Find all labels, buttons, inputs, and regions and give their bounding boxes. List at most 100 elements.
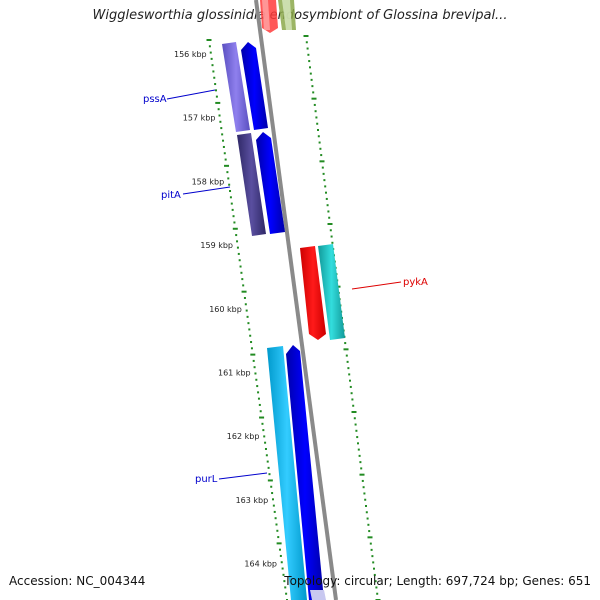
tick-label: 164 kbp bbox=[244, 560, 277, 569]
track-dot bbox=[264, 441, 267, 444]
track-dot bbox=[250, 353, 256, 356]
gene-leader-line bbox=[218, 472, 268, 480]
tick-label: 159 kbp bbox=[200, 241, 233, 250]
track-dot bbox=[239, 265, 242, 268]
cds-feature-purl-pale bbox=[310, 590, 326, 600]
track-dot bbox=[245, 309, 248, 312]
gene-label-pssa[interactable]: pssA bbox=[143, 94, 167, 105]
track-dot bbox=[220, 127, 223, 130]
track-dot bbox=[327, 210, 330, 213]
track-dot bbox=[212, 70, 215, 73]
track-dot bbox=[350, 392, 353, 395]
track-dot bbox=[227, 177, 230, 180]
track-dot bbox=[266, 460, 269, 463]
track-dot bbox=[241, 290, 247, 293]
tick-label: 161 kbp bbox=[218, 369, 251, 378]
gene-label-pita[interactable]: pitA bbox=[161, 190, 181, 201]
track-dot bbox=[224, 158, 227, 161]
track-dot bbox=[309, 72, 312, 75]
track-dot bbox=[351, 398, 354, 401]
track-dot bbox=[209, 51, 212, 54]
track-dot bbox=[252, 359, 255, 362]
track-dot bbox=[257, 397, 260, 400]
gene-label-purl[interactable]: purL bbox=[195, 474, 218, 485]
track-dot bbox=[230, 202, 233, 205]
track-dot bbox=[349, 379, 351, 382]
track-dot bbox=[371, 555, 374, 558]
track-dot bbox=[361, 479, 364, 482]
track-dot bbox=[376, 592, 379, 595]
track-dot bbox=[231, 208, 234, 211]
track-dot bbox=[237, 252, 240, 255]
left-dotted-track bbox=[206, 39, 288, 600]
track-dot bbox=[210, 57, 213, 60]
track-dot bbox=[246, 315, 249, 318]
track-dot bbox=[373, 567, 375, 570]
track-dot bbox=[364, 498, 367, 501]
track-dot bbox=[206, 39, 212, 41]
cds-feature-top-pale bbox=[282, 0, 292, 30]
track-dot bbox=[276, 529, 279, 532]
accession-text: Accession: NC_004344 bbox=[9, 574, 146, 588]
track-dot bbox=[270, 485, 273, 488]
track-dot bbox=[224, 164, 230, 167]
cds-feature-pyka bbox=[300, 246, 326, 340]
track-dot bbox=[272, 504, 275, 507]
track-dot bbox=[258, 403, 261, 406]
track-dot bbox=[348, 373, 351, 376]
track-dot bbox=[242, 284, 245, 287]
track-dot bbox=[353, 417, 356, 420]
cog-feature-pyka bbox=[318, 244, 345, 340]
track-dot bbox=[233, 221, 236, 224]
track-dot bbox=[273, 510, 276, 513]
track-dot bbox=[369, 542, 372, 545]
track-dot bbox=[372, 561, 375, 564]
track-dot bbox=[326, 204, 329, 207]
track-dot bbox=[322, 172, 325, 175]
track-dot bbox=[345, 354, 348, 357]
track-dot bbox=[256, 385, 259, 388]
track-dot bbox=[282, 573, 285, 576]
backbone-line bbox=[254, 0, 338, 600]
track-dot bbox=[240, 271, 243, 274]
track-dot bbox=[271, 498, 274, 501]
track-dot bbox=[346, 360, 349, 363]
track-dot bbox=[208, 45, 211, 48]
track-dot bbox=[327, 223, 333, 225]
track-dot bbox=[317, 135, 320, 138]
track-dot bbox=[265, 454, 268, 457]
track-dot bbox=[232, 227, 238, 230]
track-dot bbox=[359, 473, 365, 476]
track-dot bbox=[306, 47, 309, 50]
track-dot bbox=[264, 447, 267, 450]
track-dot bbox=[219, 120, 222, 123]
track-dot bbox=[257, 391, 260, 394]
track-dot bbox=[250, 341, 253, 344]
track-dot bbox=[373, 573, 376, 576]
track-dot bbox=[223, 152, 226, 155]
track-dot bbox=[215, 101, 221, 104]
track-dot bbox=[354, 423, 357, 426]
track-dot bbox=[275, 523, 278, 526]
track-dot bbox=[255, 378, 258, 381]
track-dot bbox=[366, 517, 369, 520]
track-dot bbox=[315, 116, 318, 119]
track-dot bbox=[368, 530, 371, 533]
track-dot bbox=[259, 410, 262, 413]
track-dot bbox=[305, 41, 308, 44]
track-dot bbox=[228, 183, 231, 186]
track-dot bbox=[281, 567, 284, 570]
track-dot bbox=[362, 486, 365, 489]
track-dot bbox=[319, 160, 325, 163]
track-dot bbox=[370, 548, 373, 551]
track-dot bbox=[323, 179, 326, 182]
track-dot bbox=[324, 185, 327, 188]
tick-label: 157 kbp bbox=[183, 114, 216, 123]
track-dot bbox=[249, 334, 252, 337]
track-dot bbox=[244, 303, 247, 306]
gene-label-pyka[interactable]: pykA bbox=[403, 277, 428, 288]
track-dot bbox=[253, 366, 256, 369]
tick-label: 163 kbp bbox=[236, 496, 269, 505]
track-dot bbox=[238, 259, 241, 262]
track-dot bbox=[313, 103, 316, 106]
